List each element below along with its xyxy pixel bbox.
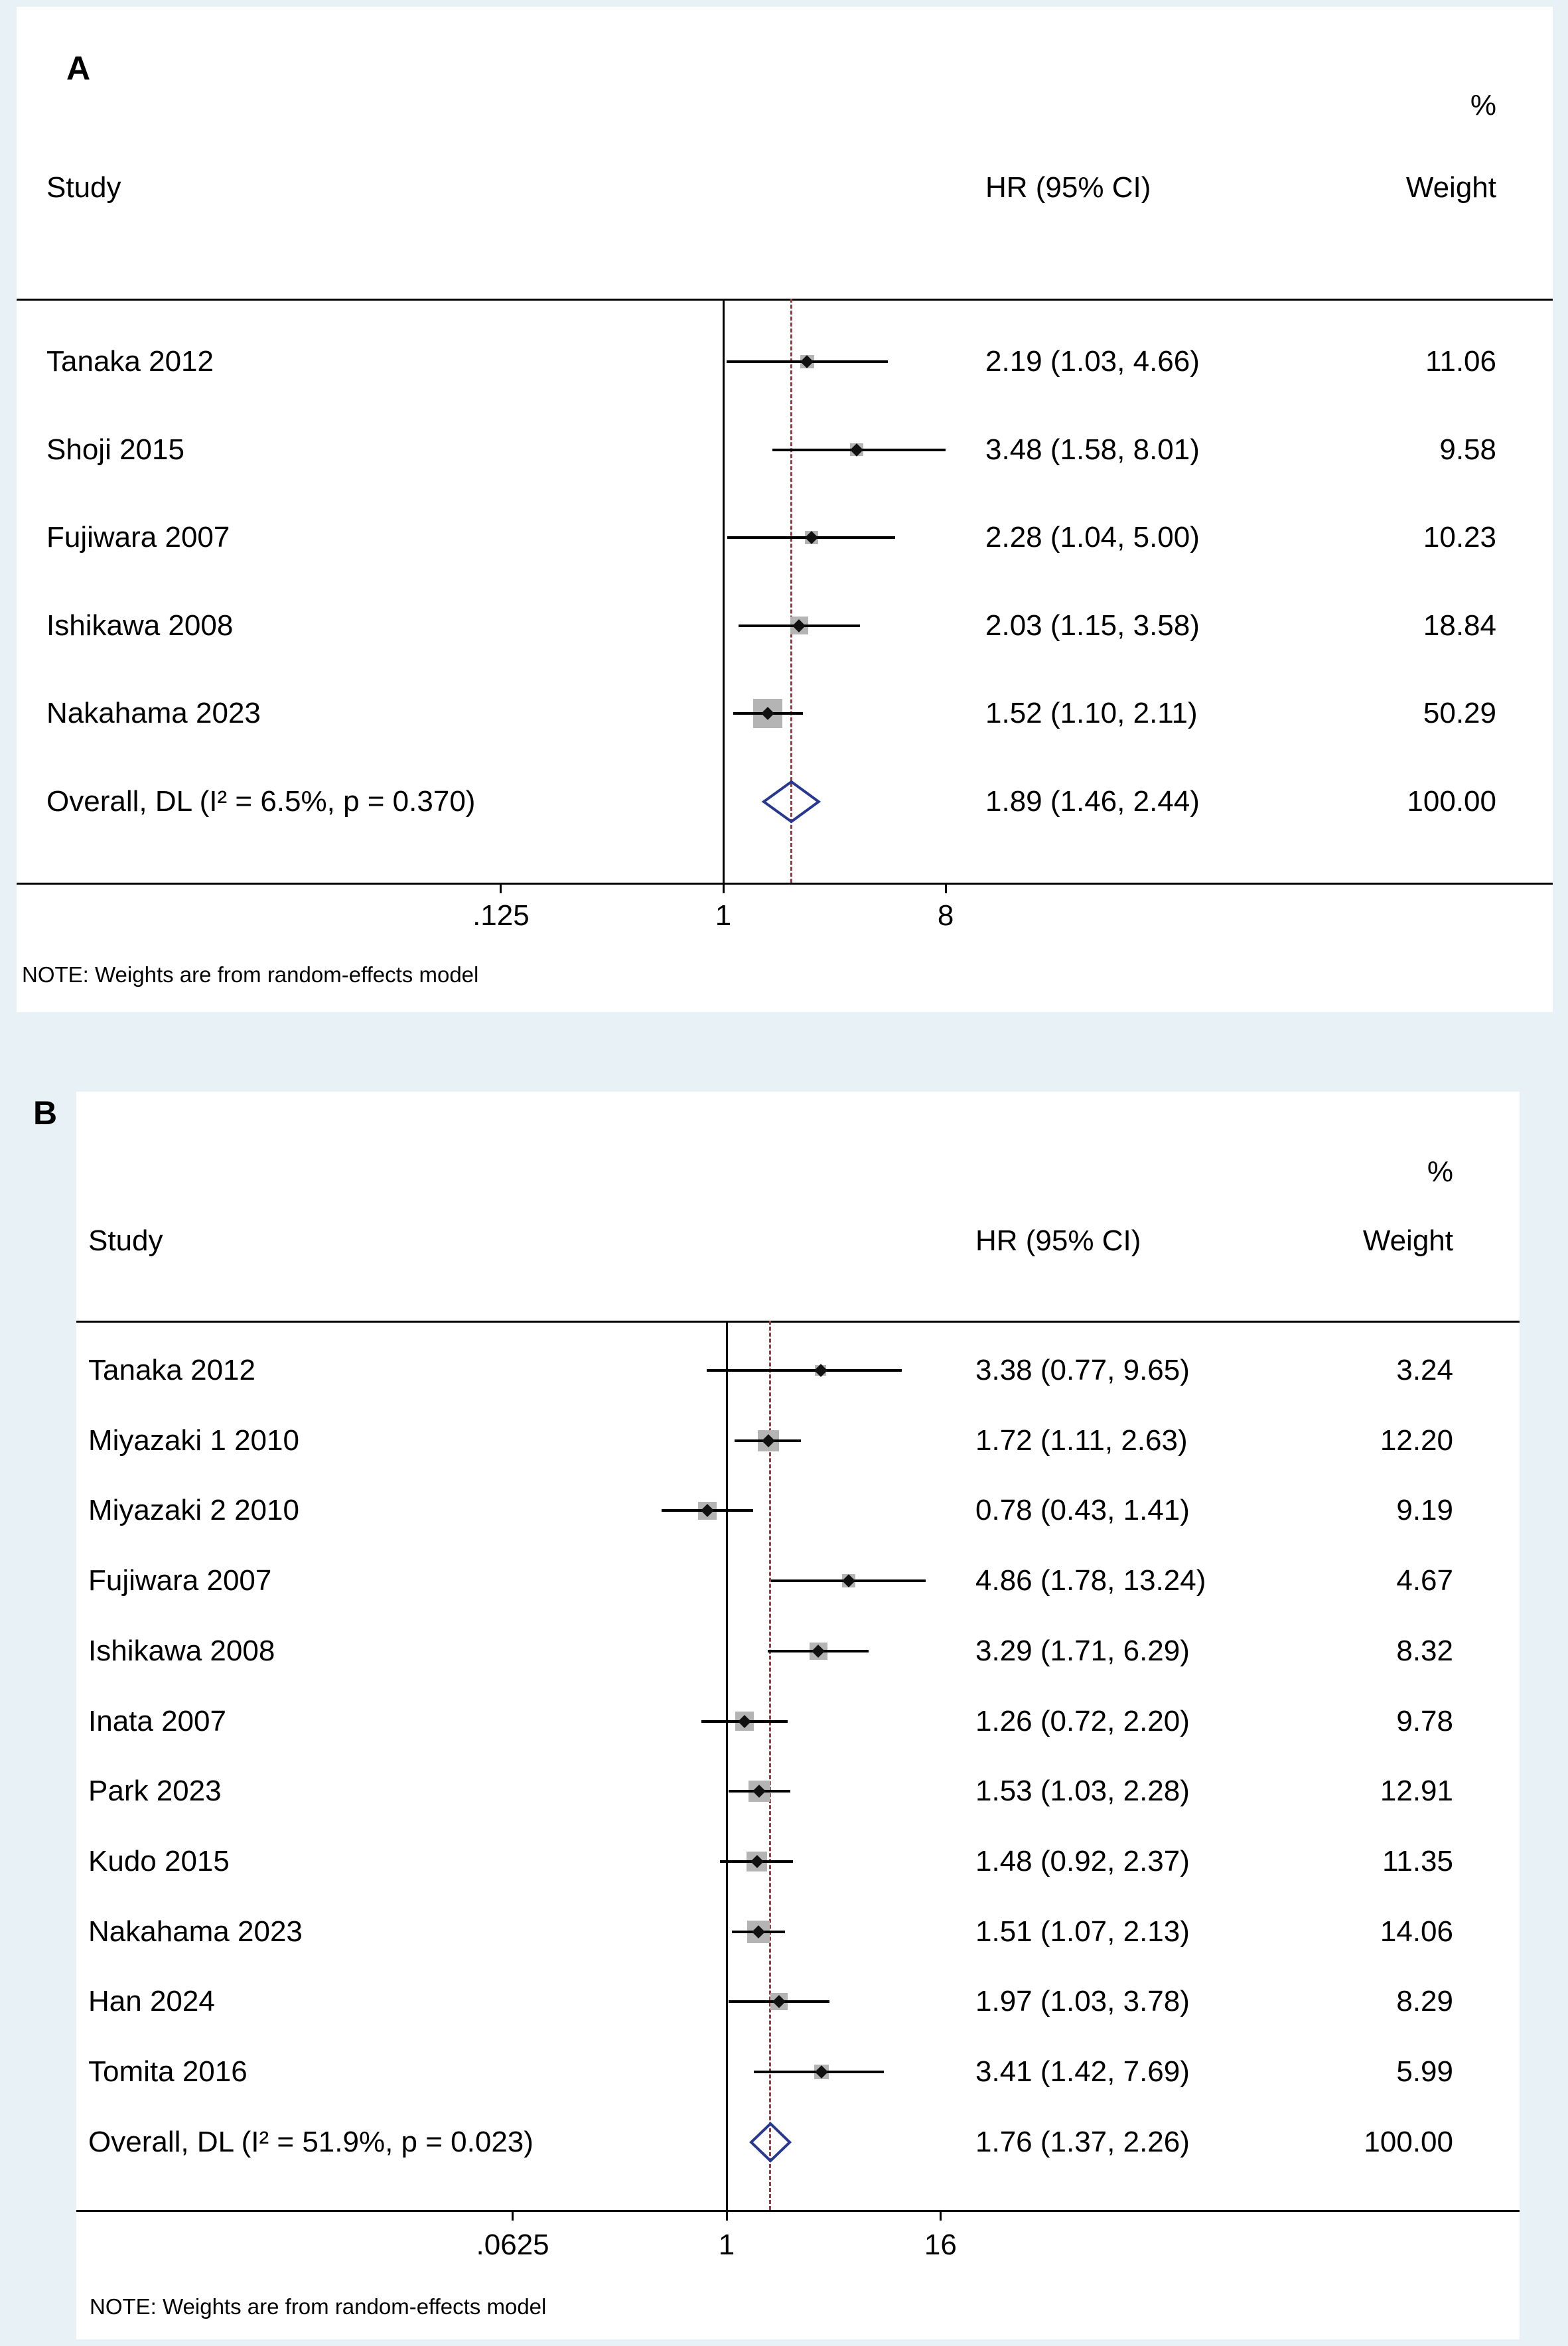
panel-b-note: NOTE: Weights are from random-effects mo…	[90, 2294, 547, 2319]
overall-hr-ci-value: 1.89 (1.46, 2.44)	[985, 784, 1200, 818]
axis-rule	[76, 2210, 1520, 2212]
study-label: Tomita 2016	[88, 2055, 248, 2088]
hr-ci-value: 1.52 (1.10, 2.11)	[985, 697, 1198, 729]
hr-ci-value: 4.86 (1.78, 13.24)	[975, 1564, 1206, 1597]
axis-tick-label: 16	[924, 2229, 957, 2261]
panel-a-label: A	[66, 50, 91, 87]
panel-a-note: NOTE: Weights are from random-effects mo…	[22, 962, 479, 987]
overall-hr-ci-value: 1.76 (1.37, 2.26)	[975, 2125, 1190, 2158]
axis-tick-label: 8	[937, 899, 954, 932]
study-label: Nakahama 2023	[88, 1915, 303, 1948]
weight-value: 8.32	[1396, 1634, 1453, 1667]
study-label: Nakahama 2023	[46, 697, 261, 729]
column-header-study: Study	[46, 171, 121, 204]
hr-ci-value: 0.78 (0.43, 1.41)	[975, 1494, 1190, 1527]
study-label: Inata 2007	[88, 1704, 226, 1737]
hr-ci-value: 1.53 (1.03, 2.28)	[975, 1775, 1190, 1808]
column-header-study: Study	[88, 1224, 163, 1257]
null-line	[725, 1321, 728, 2210]
overall-label: Overall, DL (I² = 51.9%, p = 0.023)	[88, 2125, 534, 2158]
study-label: Fujiwara 2007	[46, 521, 230, 553]
hr-ci-value: 1.48 (0.92, 2.37)	[975, 1844, 1190, 1877]
axis-tick-label: 1	[718, 2229, 735, 2261]
overall-label: Overall, DL (I² = 6.5%, p = 0.370)	[46, 784, 476, 818]
overall-diamond	[761, 780, 821, 823]
weight-value: 8.29	[1396, 1985, 1453, 2018]
study-label: Tanaka 2012	[46, 345, 214, 378]
column-header-hr: HR (95% CI)	[985, 171, 1151, 204]
overall-weight-value: 100.00	[1407, 784, 1496, 818]
overall-weight-value: 100.00	[1364, 2125, 1453, 2158]
study-label: Ishikawa 2008	[46, 609, 234, 642]
header-rule	[17, 299, 1553, 301]
panel-b-label: B	[33, 1094, 58, 1132]
weight-value: 9.19	[1396, 1494, 1453, 1527]
study-label: Fujiwara 2007	[88, 1564, 272, 1597]
study-label: Tanaka 2012	[88, 1354, 255, 1386]
axis-tick	[725, 2210, 728, 2221]
hr-ci-value: 2.03 (1.15, 3.58)	[985, 609, 1200, 642]
weight-value: 3.24	[1396, 1354, 1453, 1386]
axis-tick	[512, 2210, 514, 2221]
hr-ci-value: 3.29 (1.71, 6.29)	[975, 1634, 1190, 1667]
hr-ci-value: 2.28 (1.04, 5.00)	[985, 521, 1200, 553]
hr-ci-value: 1.26 (0.72, 2.20)	[975, 1704, 1190, 1737]
weight-value: 11.35	[1382, 1844, 1453, 1877]
weight-value: 11.06	[1425, 345, 1496, 378]
overall-diamond	[748, 2121, 792, 2163]
weight-value: 14.06	[1380, 1915, 1453, 1948]
axis-tick-label: 1	[715, 899, 732, 932]
panel-b: % Study HR (95% CI) Weight NOTE: Weights…	[76, 1092, 1520, 2339]
column-header-percent: %	[1470, 89, 1496, 121]
hr-ci-value: 1.97 (1.03, 3.78)	[975, 1985, 1190, 2018]
axis-tick-label: .125	[472, 899, 530, 932]
axis-tick	[939, 2210, 942, 2221]
study-label: Park 2023	[88, 1775, 222, 1808]
hr-ci-value: 3.48 (1.58, 8.01)	[985, 433, 1200, 466]
column-header-percent: %	[1427, 1155, 1453, 1188]
axis-tick	[500, 883, 502, 893]
ci-line	[706, 1369, 902, 1372]
panel-a: A % Study HR (95% CI) Weight NOTE: Weigh…	[17, 7, 1553, 1012]
axis-rule	[17, 883, 1553, 885]
weight-value: 9.78	[1396, 1704, 1453, 1737]
study-label: Miyazaki 1 2010	[88, 1424, 299, 1457]
weight-value: 9.58	[1439, 433, 1496, 466]
column-header-weight: Weight	[1405, 171, 1496, 204]
axis-tick	[944, 883, 947, 893]
study-label: Han 2024	[88, 1985, 215, 2018]
hr-ci-value: 2.19 (1.03, 4.66)	[985, 345, 1200, 378]
weight-value: 12.91	[1380, 1775, 1453, 1808]
null-line	[722, 299, 725, 883]
weight-value: 50.29	[1423, 697, 1496, 729]
weight-value: 4.67	[1396, 1564, 1453, 1597]
hr-ci-value: 3.38 (0.77, 9.65)	[975, 1354, 1190, 1386]
weight-value: 18.84	[1423, 609, 1496, 642]
hr-ci-value: 3.41 (1.42, 7.69)	[975, 2055, 1190, 2088]
overall-dashed-line	[790, 299, 793, 883]
weight-value: 5.99	[1396, 2055, 1453, 2088]
axis-tick	[722, 883, 725, 893]
column-header-hr: HR (95% CI)	[975, 1224, 1141, 1257]
axis-tick-label: .0625	[476, 2229, 549, 2261]
hr-ci-value: 1.72 (1.11, 2.63)	[975, 1424, 1188, 1457]
header-rule	[76, 1321, 1520, 1323]
hr-ci-value: 1.51 (1.07, 2.13)	[975, 1915, 1190, 1948]
study-label: Shoji 2015	[46, 433, 184, 466]
column-header-weight: Weight	[1362, 1224, 1453, 1257]
weight-value: 12.20	[1380, 1424, 1453, 1457]
overall-dashed-line	[769, 1321, 772, 2210]
study-label: Miyazaki 2 2010	[88, 1494, 299, 1527]
study-label: Ishikawa 2008	[88, 1634, 275, 1667]
weight-value: 10.23	[1423, 521, 1496, 553]
study-label: Kudo 2015	[88, 1844, 230, 1877]
